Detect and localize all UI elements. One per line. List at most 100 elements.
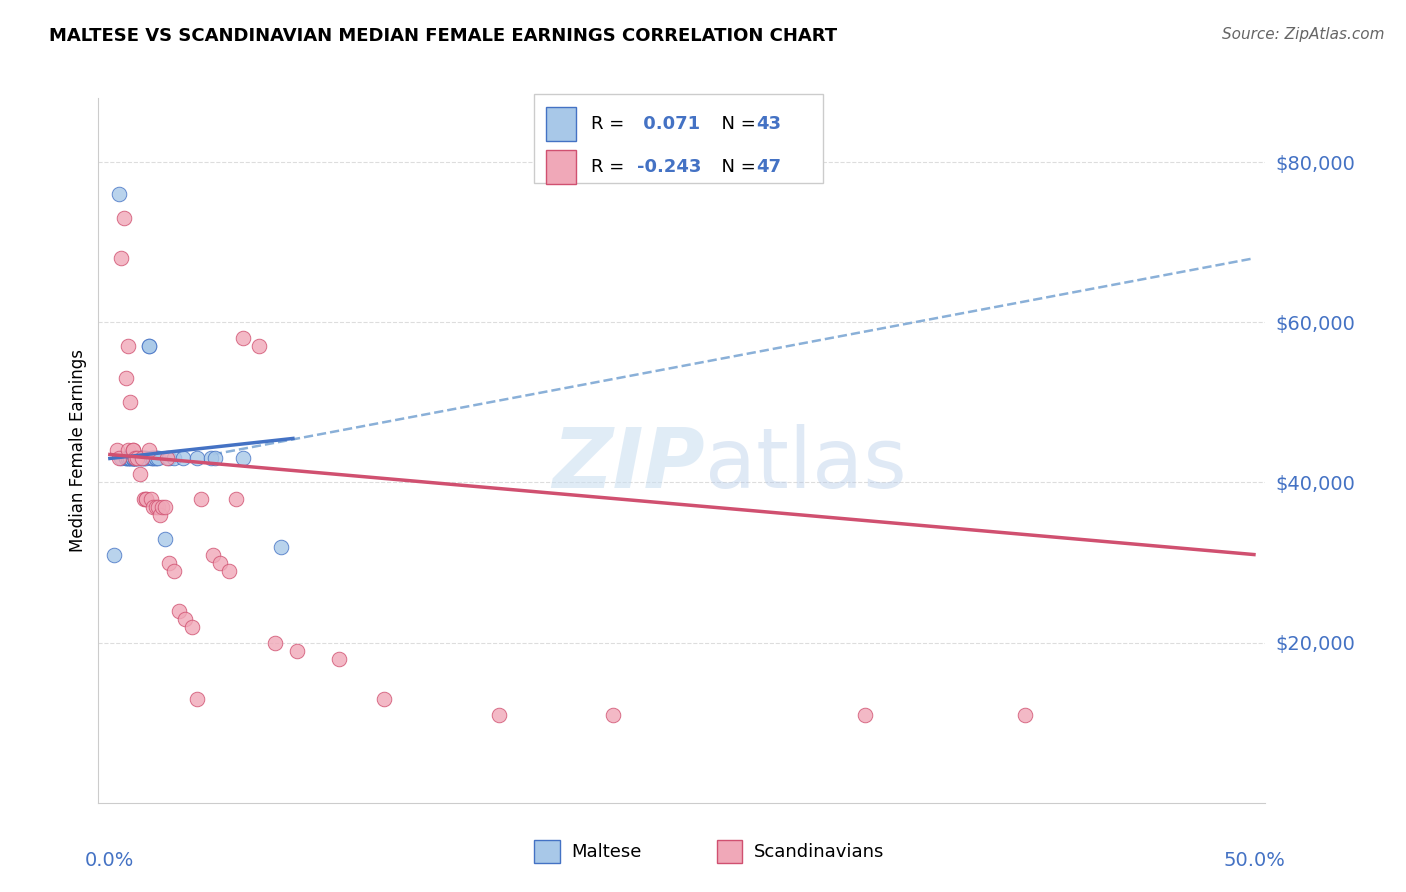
Point — [488, 707, 510, 722]
Text: 50.0%: 50.0% — [1223, 851, 1285, 870]
Point — [103, 548, 125, 562]
Point — [120, 395, 142, 409]
Point — [121, 451, 143, 466]
Point — [218, 564, 240, 578]
Text: Maltese: Maltese — [571, 843, 641, 861]
Point — [120, 451, 142, 466]
Point — [134, 491, 156, 506]
Point — [157, 451, 180, 466]
Point — [139, 491, 162, 506]
Point — [201, 548, 224, 562]
Text: MALTESE VS SCANDINAVIAN MEDIAN FEMALE EARNINGS CORRELATION CHART: MALTESE VS SCANDINAVIAN MEDIAN FEMALE EA… — [49, 27, 838, 45]
Point — [110, 451, 132, 466]
Point — [128, 467, 150, 482]
Point — [232, 331, 254, 345]
Point — [853, 707, 876, 722]
Point — [124, 451, 146, 466]
Point — [157, 556, 180, 570]
Point — [225, 491, 247, 506]
Point — [138, 443, 160, 458]
Text: N =: N = — [710, 115, 762, 133]
Point — [127, 451, 149, 466]
Point — [156, 451, 179, 466]
Point — [270, 540, 292, 554]
Point — [200, 451, 222, 466]
Point — [145, 451, 167, 466]
Text: 0.0%: 0.0% — [86, 851, 135, 870]
Point — [121, 443, 143, 458]
Point — [117, 339, 139, 353]
Point — [110, 252, 132, 266]
Point — [142, 500, 165, 514]
Point — [134, 451, 156, 466]
Point — [108, 187, 131, 202]
Point — [128, 451, 150, 466]
Point — [112, 211, 135, 226]
Point — [145, 451, 167, 466]
Point — [115, 451, 138, 466]
Point — [186, 451, 208, 466]
Point — [117, 443, 139, 458]
Point — [146, 500, 169, 514]
Point — [153, 500, 176, 514]
Point — [127, 451, 149, 466]
Text: 47: 47 — [756, 158, 782, 176]
Text: N =: N = — [710, 158, 762, 176]
Text: ZIP: ZIP — [553, 424, 706, 505]
Point — [232, 451, 254, 466]
Point — [373, 691, 395, 706]
Point — [135, 451, 157, 466]
Point — [263, 635, 285, 649]
Point — [172, 451, 194, 466]
Point — [124, 451, 146, 466]
Text: atlas: atlas — [706, 424, 907, 505]
Point — [163, 451, 186, 466]
Point — [152, 500, 174, 514]
Point — [138, 339, 160, 353]
Point — [139, 451, 162, 466]
Text: R =: R = — [591, 115, 630, 133]
Text: 43: 43 — [756, 115, 782, 133]
Point — [134, 451, 156, 466]
Point — [127, 451, 149, 466]
Y-axis label: Median Female Earnings: Median Female Earnings — [69, 349, 87, 552]
Point — [186, 691, 208, 706]
Point — [153, 532, 176, 546]
Point — [121, 451, 143, 466]
Text: -0.243: -0.243 — [637, 158, 702, 176]
Point — [121, 451, 143, 466]
Point — [131, 451, 153, 466]
Point — [115, 371, 138, 385]
Point — [131, 451, 153, 466]
Point — [247, 339, 270, 353]
Point — [146, 451, 169, 466]
Point — [328, 651, 350, 665]
Point — [128, 451, 150, 466]
Text: Scandinavians: Scandinavians — [754, 843, 884, 861]
Point — [174, 612, 197, 626]
Point — [121, 451, 143, 466]
Point — [121, 443, 143, 458]
Point — [149, 508, 172, 522]
Point — [105, 443, 128, 458]
Point — [145, 500, 167, 514]
Point — [115, 451, 138, 466]
Point — [138, 339, 160, 353]
Point — [117, 451, 139, 466]
Point — [120, 451, 142, 466]
Text: R =: R = — [591, 158, 630, 176]
Point — [124, 451, 146, 466]
Point — [135, 491, 157, 506]
Point — [190, 491, 212, 506]
Point — [121, 451, 143, 466]
Point — [1014, 707, 1036, 722]
Point — [108, 451, 131, 466]
Point — [167, 604, 190, 618]
Point — [181, 620, 204, 634]
Point — [602, 707, 624, 722]
Point — [204, 451, 226, 466]
Point — [142, 451, 165, 466]
Point — [142, 451, 165, 466]
Point — [117, 451, 139, 466]
Text: 0.071: 0.071 — [637, 115, 700, 133]
